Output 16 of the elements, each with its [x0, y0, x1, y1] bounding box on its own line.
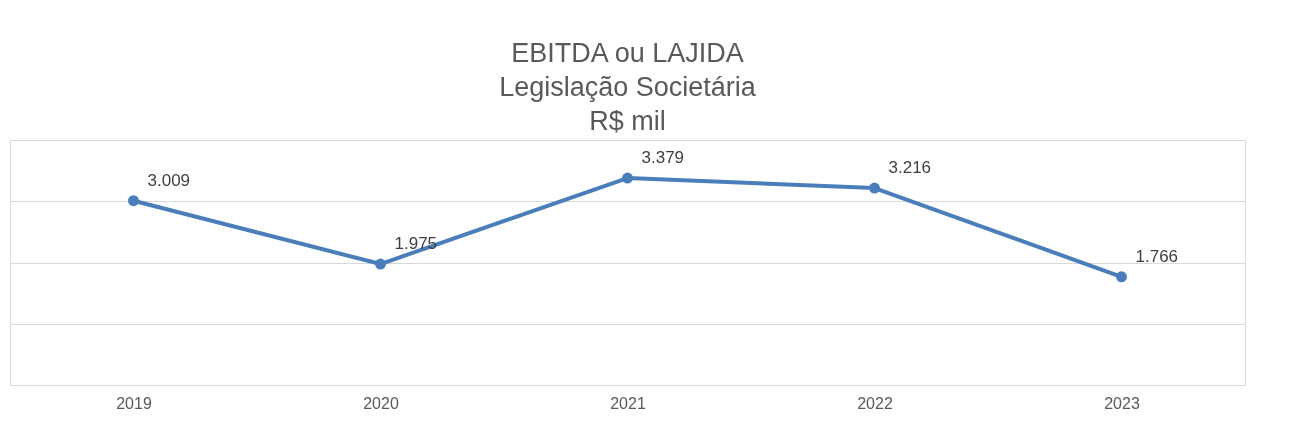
x-tick-label: 2019 [116, 394, 152, 412]
data-label: 3.216 [888, 158, 932, 178]
x-tick-label: 2022 [857, 394, 893, 412]
point [869, 182, 880, 194]
x-tick-label: 2021 [610, 394, 646, 412]
x-tick-label: 2023 [1104, 394, 1140, 412]
point [622, 172, 633, 184]
x-tick-label: 2020 [363, 394, 399, 412]
data-label: 3.009 [147, 170, 191, 190]
chart-title: EBITDA ou LAJIDA Legislação Societária R$ mil [499, 38, 757, 136]
point [1116, 271, 1127, 283]
point [375, 258, 386, 270]
point [128, 195, 139, 207]
data-label: 1.766 [1135, 246, 1179, 266]
data-label: 3.379 [641, 148, 685, 168]
data-label: 1.975 [394, 234, 438, 254]
